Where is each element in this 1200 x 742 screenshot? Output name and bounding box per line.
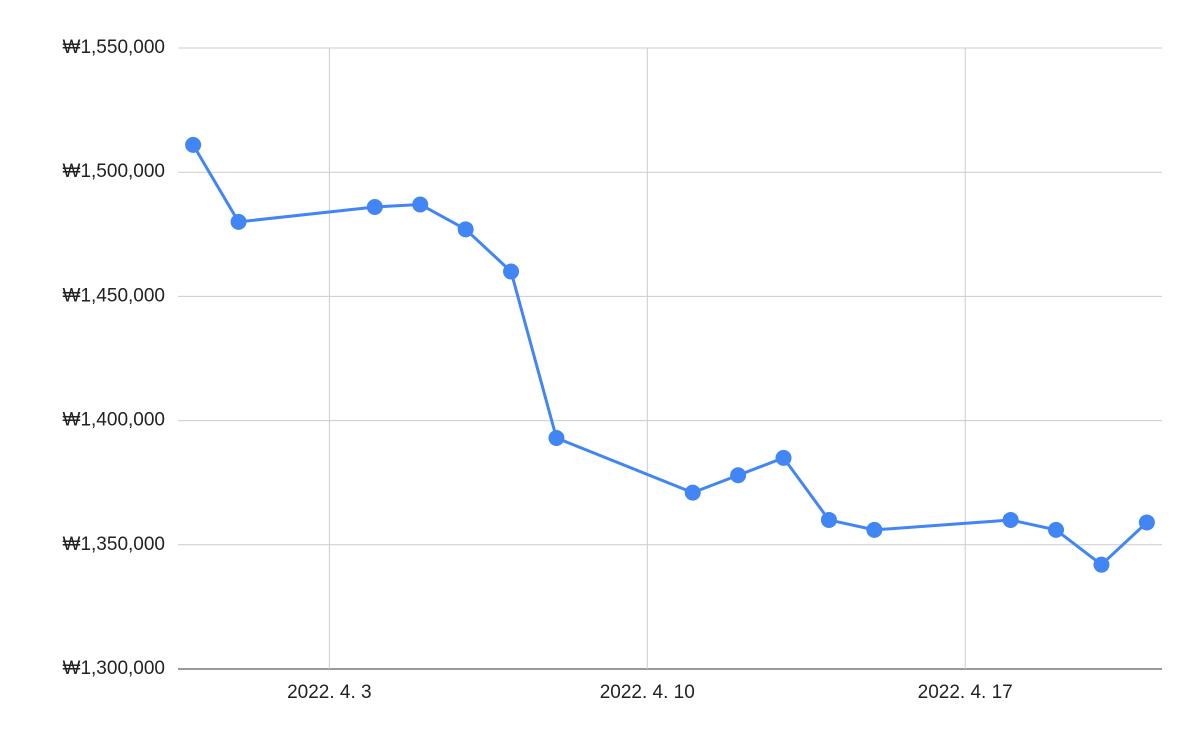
- point: [1138, 514, 1155, 531]
- point: [1093, 556, 1110, 573]
- point: [684, 484, 701, 501]
- point: [866, 521, 883, 538]
- point: [1002, 511, 1019, 528]
- point: [730, 467, 747, 484]
- point: [230, 213, 247, 230]
- x-tick-label: 2022. 4. 17: [918, 682, 1013, 703]
- point: [412, 196, 429, 213]
- line: [191, 144, 1148, 567]
- point: [548, 429, 565, 446]
- point: [185, 136, 202, 153]
- y-tick-label: ₩1,300,000: [63, 658, 165, 679]
- point: [1048, 521, 1065, 538]
- point: [457, 221, 474, 238]
- point: [820, 511, 837, 528]
- y-tick-label: ₩1,400,000: [63, 410, 165, 431]
- y-tick-label: ₩1,350,000: [63, 534, 165, 555]
- y-tick-label: ₩1,550,000: [63, 37, 165, 58]
- y-tick-label: ₩1,450,000: [63, 285, 165, 306]
- x-tick-label: 2022. 4. 3: [287, 682, 372, 703]
- point: [775, 449, 792, 466]
- x-tick-label: 2022. 4. 10: [600, 682, 695, 703]
- point: [503, 263, 520, 280]
- point: [366, 198, 383, 215]
- y-tick-label: ₩1,500,000: [63, 161, 165, 182]
